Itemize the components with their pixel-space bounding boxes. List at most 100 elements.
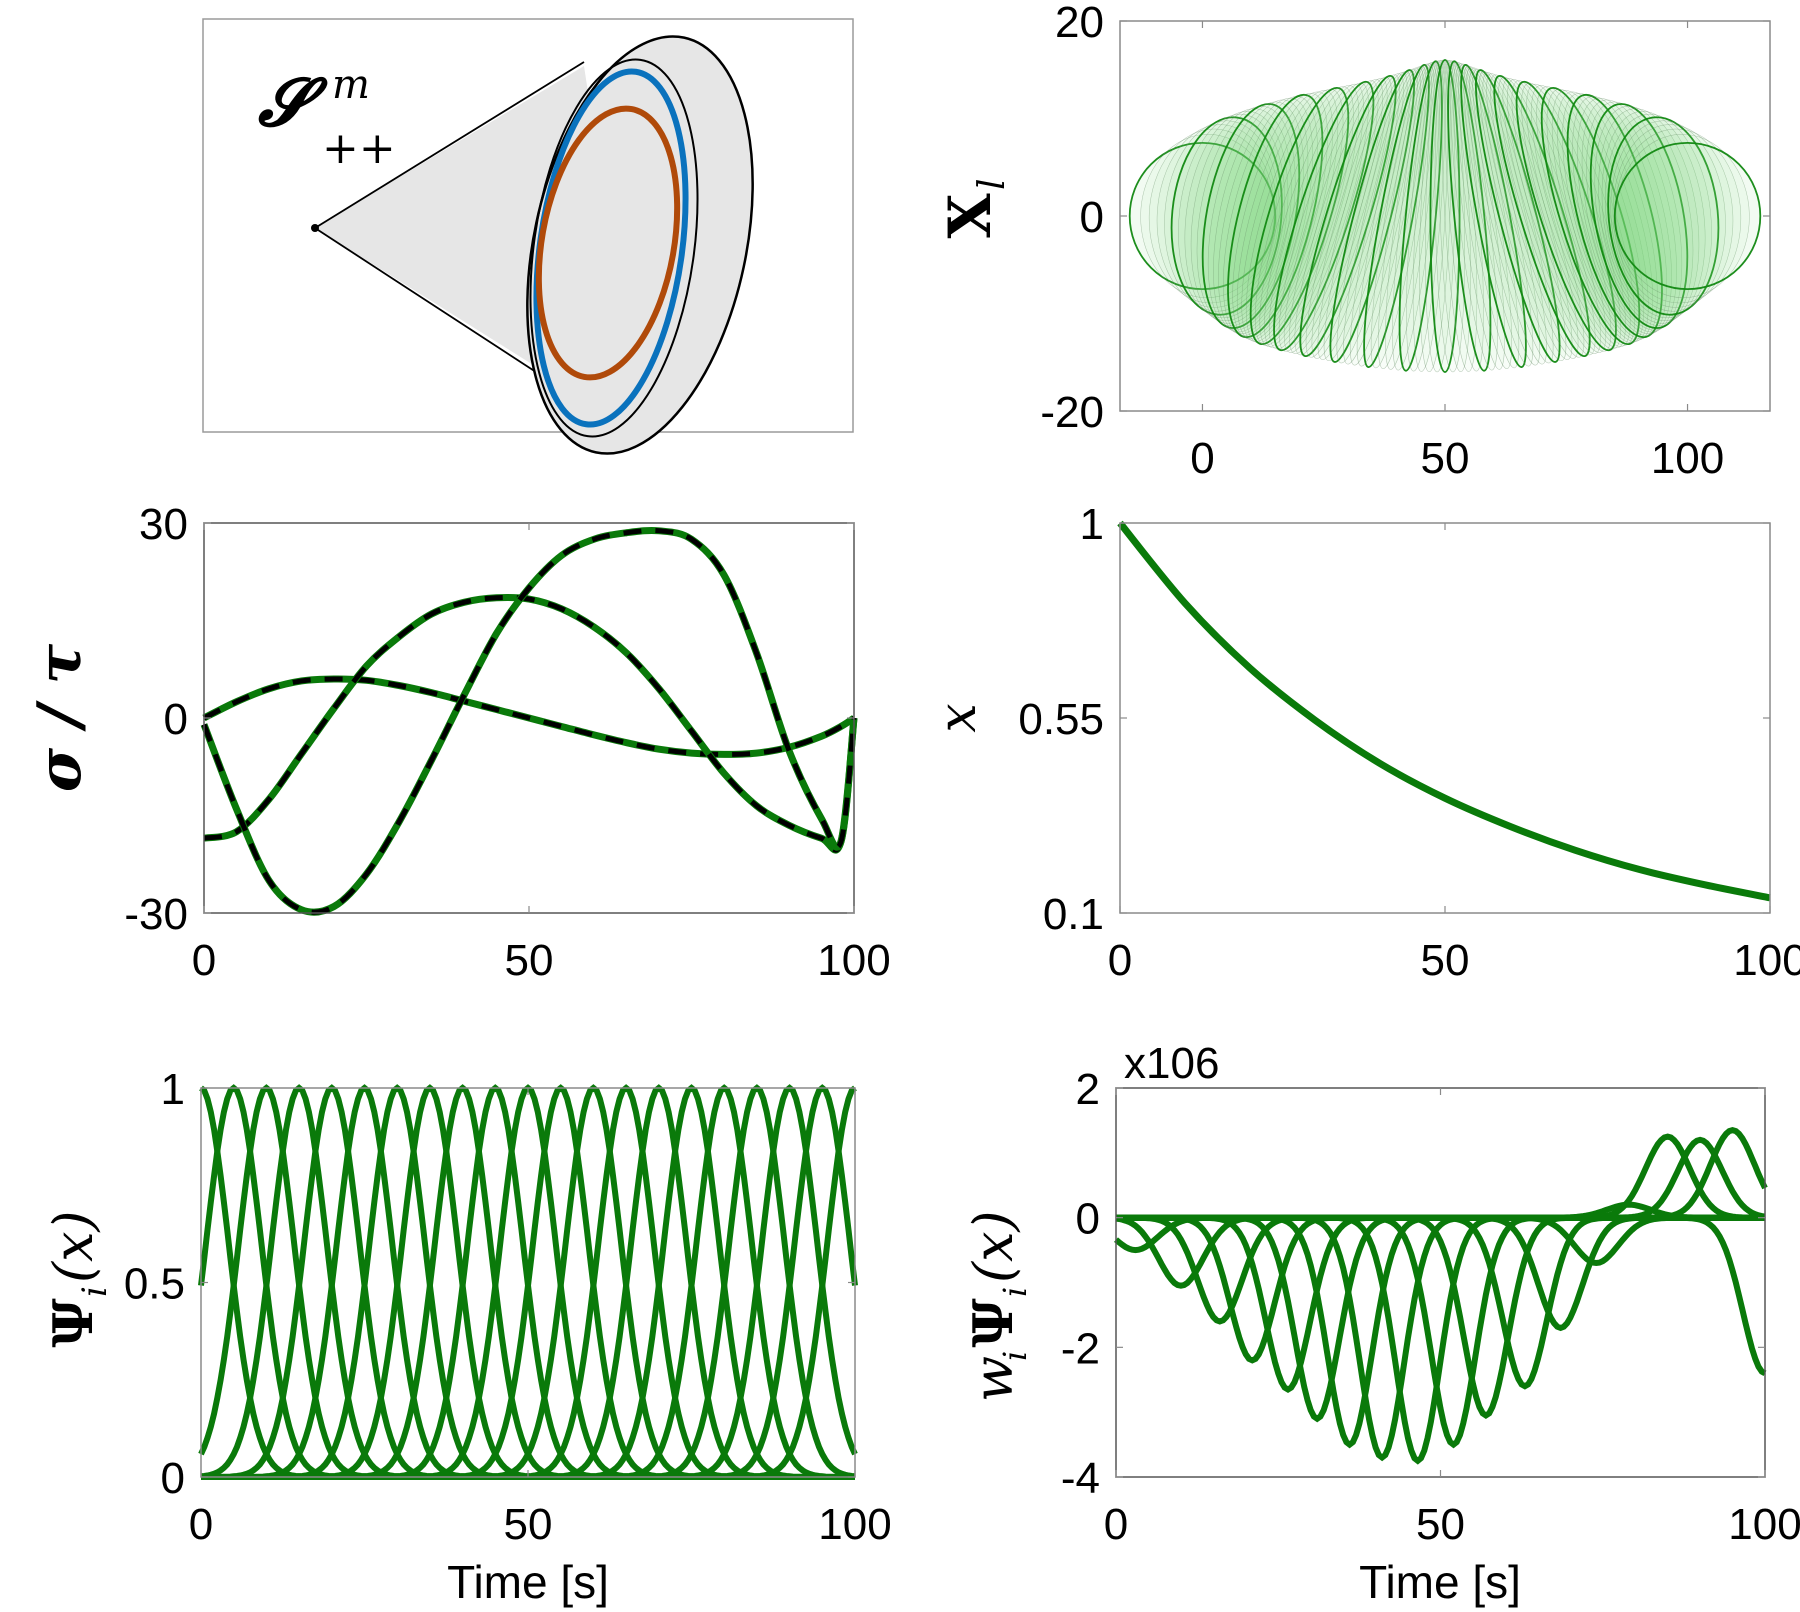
phase-variable-panel: 0 50 100 0.1 0.55 1 x [928,500,1800,985]
ellipse-mark [1601,111,1706,321]
cone-apex-point [311,224,319,232]
ellipse-mark [1458,63,1520,369]
ellipse-mark [1156,124,1278,308]
ellipse-mark [1442,60,1478,372]
ellipse-mark [1455,62,1512,370]
x-tick-label: 50 [1421,936,1470,985]
ellipse-mark [1164,120,1280,312]
x-tick-label: 100 [1651,434,1724,483]
cone-base-inner-rim [529,58,699,438]
axes: 0 50 100 -4 -2 0 2 [1061,1065,1800,1549]
ellipsoid-marks [1128,59,1762,373]
ellipse-mark [1615,133,1750,299]
y-tick-label: -2 [1061,1324,1100,1373]
x-tick-label: 50 [1416,1500,1465,1549]
series-line-dashed [203,594,857,853]
ellipse-mark [1607,116,1720,316]
x-tick-label: 50 [504,1500,553,1549]
axes: 0 50 100 0.1 0.55 1 [1018,500,1800,985]
ylabel-w: w [962,1356,1025,1402]
y-tick-label: 0 [164,695,188,744]
ylabel: x [928,703,988,732]
ellipse-mark [1536,86,1636,346]
ellipse-mark [1594,105,1694,327]
ellipse-mark [1526,83,1626,349]
ellipse-mark [1612,124,1734,308]
sigma-lines [200,526,858,916]
ellipse-mark [1450,61,1498,371]
weighted-lines [1114,1126,1768,1465]
weighted-basis-curve [1116,1136,1766,1221]
x-tick-label: 50 [505,936,554,985]
scale-label: x106 [1124,1039,1219,1088]
ellipse-mark [1469,67,1547,365]
x-tick-label: 100 [1728,1500,1800,1549]
y-axis-label: Ψ i (x) [41,1210,115,1347]
x-tick-label: 0 [1108,936,1132,985]
ellipse-mark [1557,91,1654,341]
y-tick-label: 1 [1080,500,1104,549]
ellipse-mark [1610,120,1726,312]
ellipse-mark [1586,101,1683,331]
ellipse-mark [1241,90,1339,342]
ylabel: σ / τ [25,643,95,792]
ylabel-psi: Ψ [961,1298,1025,1347]
y-tick-label: -30 [124,890,188,939]
xlabel: Time [s] [1359,1556,1521,1608]
y-tick-label: 1 [161,1065,185,1114]
x-tick-label: 100 [817,936,890,985]
y-tick-label: 0 [1076,1195,1100,1244]
y-tick-label: -20 [1040,388,1104,437]
ellipse-mark [1385,62,1437,370]
y-tick-label: 0 [161,1454,185,1503]
phase-line [1117,520,1771,902]
ellipsoid-trajectory-panel: 0 50 100 -20 0 20 X l [936,0,1771,483]
y-tick-label: 0 [1080,193,1104,242]
cone-upper-edge [314,61,585,229]
xlabel: Time [s] [447,1556,609,1608]
ylabel-sub: i [75,1286,115,1297]
y-tick-label: -4 [1061,1454,1100,1503]
series-line-solid [203,593,858,854]
ylabel-psi-sub: i [996,1287,1034,1297]
y-axis-label: X l [936,178,1013,238]
series-line-dashed [202,676,856,757]
weighted-basis-curve [1116,1214,1767,1376]
weighted-basis-curve [1116,1133,1765,1221]
y-tick-label: 0.5 [124,1260,185,1309]
basis-functions-panel: 0 50 100 0 0.5 1 Ψ i (x) Time [s] [41,1065,892,1608]
weighted-basis-panel: 0 50 100 -4 -2 0 2 x106 w i Ψ i (x) Time [s] [961,1039,1800,1608]
ylabel-sub: l [972,178,1013,190]
ylabel-main: Ψ [41,1298,105,1347]
ellipse-mark [1190,108,1292,324]
x-tick-label: 0 [1190,434,1214,483]
spd-cone-diagram: 𝓢 m ++ [202,18,854,455]
x-tick-label: 0 [1104,1500,1128,1549]
plot-frame [1119,522,1771,914]
ellipse-mark [1264,83,1364,349]
basis-lines [198,1084,858,1480]
y-tick-label: 2 [1076,1065,1100,1114]
y-tick-label: 30 [139,500,188,549]
ellipse-mark [1475,69,1561,363]
y-axis-label: w i Ψ i (x) [961,1210,1034,1402]
x-tick-label: 50 [1421,434,1470,483]
ellipse-mark [1507,79,1607,353]
weighted-basis-curve [1116,1126,1768,1221]
ylabel-main: X [936,193,1004,238]
y-tick-label: 20 [1055,0,1104,47]
orange-spd-ellipse [535,105,681,381]
ellipse-mark [1259,85,1359,347]
ellipse-mark [1196,105,1296,327]
ellipse-mark [1604,113,1712,319]
manifold-subscript: ++ [322,123,396,174]
ellipse-mark [1445,60,1484,372]
weighted-basis-curve [1116,1214,1765,1325]
ellipse-mark [1613,141,1762,291]
ellipse-mark [1170,116,1283,316]
ellipse-mark [1511,80,1612,352]
ellipse-mark [1460,64,1527,368]
